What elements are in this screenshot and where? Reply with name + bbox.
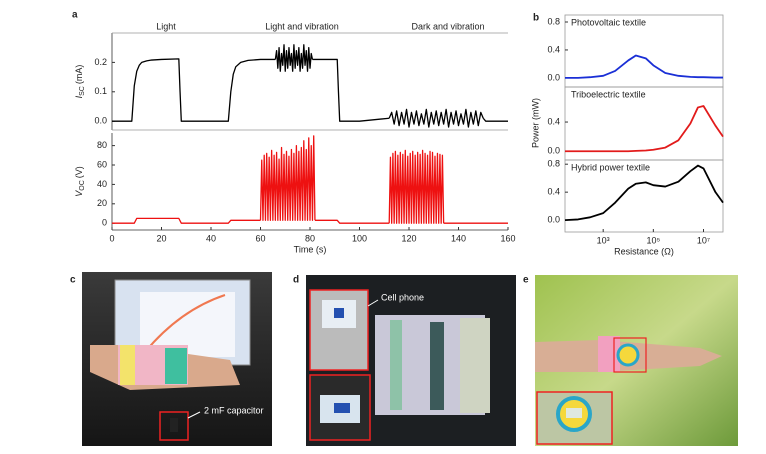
pane-title: Hybrid power textile xyxy=(571,162,650,172)
y-tick-label: 80 xyxy=(97,140,107,150)
data-line xyxy=(314,219,390,224)
y-tick-label: 20 xyxy=(97,198,107,208)
x-tick-label: 40 xyxy=(206,233,216,243)
data-line xyxy=(388,108,484,128)
y-label-sub: SC xyxy=(79,86,86,96)
data-line xyxy=(565,54,723,79)
photo-c xyxy=(82,272,272,446)
data-line xyxy=(112,58,276,122)
y-tick-label: 0.8 xyxy=(547,16,560,26)
x-axis-label: Resistance (Ω) xyxy=(614,246,674,256)
data-line xyxy=(274,44,314,72)
y-label-symbol: I xyxy=(74,95,84,98)
pane-title: Triboelectric textile xyxy=(571,89,646,99)
x-tick-label: 140 xyxy=(451,233,466,243)
x-tick-label: 10⁷ xyxy=(697,235,710,245)
x-axis-label: Time (s) xyxy=(294,244,327,254)
panel-label: b xyxy=(533,13,539,24)
data-line xyxy=(482,117,508,122)
data-line xyxy=(565,105,724,153)
y-tick-label: 0 xyxy=(102,218,107,228)
photo-callout: Cell phone xyxy=(381,292,424,302)
photo-callout: 2 mF capacitor xyxy=(204,405,264,415)
x-tick-label: 0 xyxy=(109,233,114,243)
x-tick-label: 160 xyxy=(500,233,515,243)
y-tick-label: 0.4 xyxy=(547,187,560,197)
panel-label: d xyxy=(293,275,299,286)
y-tick-label: 40 xyxy=(97,179,107,189)
data-line xyxy=(312,58,390,122)
y-tick-label: 0.2 xyxy=(94,57,107,67)
y-tick-label: 60 xyxy=(97,159,107,169)
photo-d xyxy=(306,275,516,446)
region-label: Light and vibration xyxy=(265,21,339,31)
photo-e xyxy=(535,275,738,446)
panel-label: a xyxy=(72,10,78,21)
x-tick-label: 80 xyxy=(305,233,315,243)
x-tick-label: 60 xyxy=(255,233,265,243)
y-tick-label: 0.0 xyxy=(547,146,560,156)
panel-label: e xyxy=(523,275,529,286)
region-label: Light xyxy=(156,21,176,31)
data-line xyxy=(388,149,445,224)
data-line xyxy=(564,164,724,222)
y-label-unit: (mA) xyxy=(74,65,84,85)
x-tick-label: 10³ xyxy=(597,235,610,245)
y-tick-label: 0.8 xyxy=(547,159,560,169)
y-tick-label: 0.0 xyxy=(94,116,107,126)
data-line xyxy=(259,135,316,221)
y-axis-label: VOC (V) xyxy=(74,166,85,197)
x-tick-label: 10⁵ xyxy=(646,235,660,245)
x-tick-label: 100 xyxy=(352,233,367,243)
y-tick-label: 0.0 xyxy=(547,72,560,82)
y-axis-label: ISC(mA) xyxy=(74,65,85,99)
y-tick-label: 0.4 xyxy=(547,116,560,126)
panel-label: c xyxy=(70,275,76,286)
y-label-symbol: V xyxy=(74,190,84,197)
y-tick-label: 0.0 xyxy=(547,214,560,224)
y-label-unit: (V) xyxy=(74,166,84,178)
y-tick-label: 0.4 xyxy=(547,44,560,54)
x-tick-label: 120 xyxy=(401,233,416,243)
pane-title: Photovoltaic textile xyxy=(571,17,646,27)
y-label-sub: OC xyxy=(79,180,86,191)
y-axis-label: Power (mW) xyxy=(530,98,540,148)
y-tick-label: 0.1 xyxy=(94,86,107,96)
region-label: Dark and vibration xyxy=(411,21,484,31)
data-line xyxy=(112,217,261,224)
plot-frame xyxy=(564,159,724,233)
x-tick-label: 20 xyxy=(156,233,166,243)
